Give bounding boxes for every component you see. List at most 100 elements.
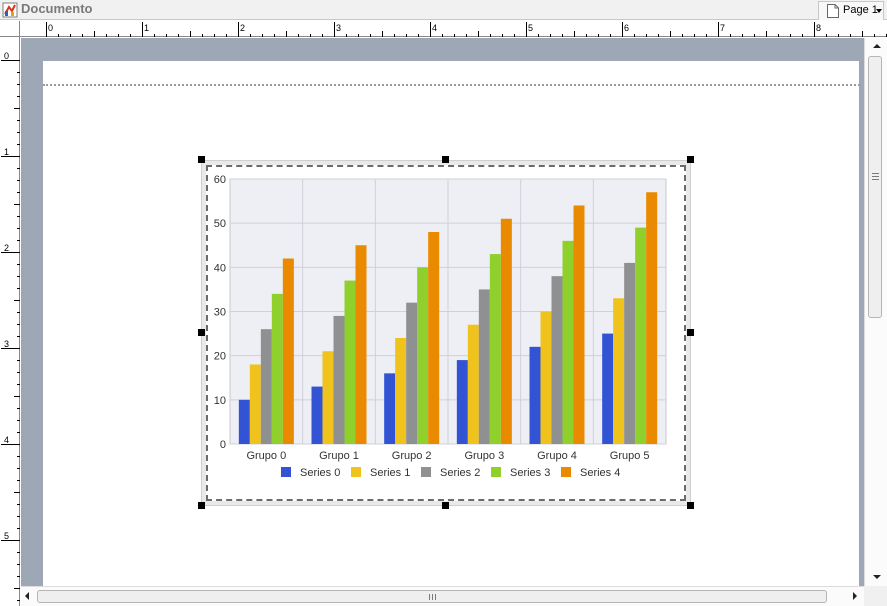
resize-handle-bottom-right[interactable] [687,502,694,509]
report-canvas[interactable]: 0 10 20 30 40 50 60 Grupo 0 Grupo 1 Grupo 2 Grupo … [21,38,864,591]
vertical-ruler: 0 1 2 3 4 5 [0,37,20,606]
legend-label: Series 1 [370,467,410,479]
bar-series-4-grupo-2 [428,232,440,444]
bar-series-3-grupo-2 [417,267,429,444]
bar-series-0-grupo-3 [456,360,468,444]
bar-series-3-grupo-0 [271,293,283,444]
grip-line [872,176,879,177]
report-page[interactable]: 0 10 20 30 40 50 60 Grupo 0 Grupo 1 Grupo 2 Grupo … [43,61,860,591]
ruler-label: 2 [4,243,9,253]
bar-series-1-grupo-3 [467,324,479,444]
ruler-label: 1 [144,23,149,33]
y-tick-label: 50 [214,218,226,230]
legend-label: Series 4 [580,467,620,479]
y-tick-label: 30 [214,307,226,319]
ruler-label: 0 [4,51,9,61]
horizontal-scroll-thumb[interactable] [37,590,827,603]
legend-label: Series 0 [300,467,340,479]
vertical-scrollbar[interactable] [864,38,887,586]
ruler-label: 5 [528,23,533,33]
bar-series-2-grupo-3 [478,289,490,444]
x-tick-label: Grupo 4 [537,450,577,462]
report-designer-icon [2,2,18,18]
bar-series-3-grupo-1 [344,280,356,444]
legend-swatch [561,467,571,477]
bar-series-2-grupo-4 [551,276,563,444]
page-icon [827,4,839,18]
bar-series-0-grupo-0 [238,399,250,444]
legend-swatch [491,467,501,477]
legend-swatch [281,467,291,477]
x-tick-label: Grupo 3 [464,450,504,462]
legend-swatch [351,467,361,477]
ruler-label: 5 [4,531,9,541]
resize-handle-bottom-center[interactable] [442,502,449,509]
resize-handle-top-right[interactable] [687,156,694,163]
bar-chart: 0 10 20 30 40 50 60 Grupo 0 Grupo 1 Grupo 2 Grupo … [214,174,667,479]
window-title: Documento [21,1,93,16]
page-selector-dropdown[interactable]: Page 1 [818,1,884,20]
ruler-label: 4 [4,435,9,445]
y-tick-label: 10 [214,395,226,407]
y-tick-label: 40 [214,262,226,274]
chevron-down-icon[interactable] [876,9,882,13]
bar-series-4-grupo-1 [355,245,367,444]
ruler-label: 1 [4,147,9,157]
bar-series-2-grupo-1 [333,315,345,444]
bar-series-1-grupo-0 [249,364,261,444]
bar-series-4-grupo-0 [282,258,294,444]
grip-line [872,179,879,180]
resize-handle-bottom-left[interactable] [198,502,205,509]
bar-series-1-grupo-5 [613,298,625,444]
page-header-divider [43,84,860,86]
title-bar: Documento Page 1 [0,0,887,20]
resize-handle-top-left[interactable] [198,156,205,163]
legend-label: Series 3 [510,467,550,479]
bar-series-2-grupo-0 [260,329,272,444]
ruler-label: 2 [240,23,245,33]
bar-series-0-grupo-4 [529,346,541,444]
scroll-down-arrow-icon[interactable] [873,575,881,579]
chart-area[interactable]: 0 10 20 30 40 50 60 Grupo 0 Grupo 1 Grupo 2 Grupo … [206,165,686,501]
x-tick-label: Grupo 5 [610,450,650,462]
resize-handle-top-center[interactable] [442,156,449,163]
horizontal-scrollbar[interactable] [21,586,864,606]
horizontal-ruler: 0 1 2 3 4 5 6 7 8 [20,21,887,37]
bar-series-4-grupo-5 [646,192,658,444]
bar-series-3-grupo-4 [562,240,574,444]
bar-series-0-grupo-2 [384,373,396,444]
scroll-up-arrow-icon[interactable] [873,44,881,48]
ruler-label: 8 [816,23,821,33]
bar-series-3-grupo-3 [489,254,501,444]
grip-line [435,594,436,600]
bar-series-3-grupo-5 [635,227,647,444]
x-tick-label: Grupo 2 [392,450,432,462]
page-selector-label: Page 1 [843,4,878,16]
grip-line [432,594,433,600]
resize-handle-middle-left[interactable] [198,329,205,336]
ruler-label: 7 [720,23,725,33]
bar-series-1-grupo-2 [395,338,407,444]
ruler-label: 3 [336,23,341,33]
scroll-left-arrow-icon[interactable] [25,592,29,600]
grip-line [429,594,430,600]
y-tick-label: 60 [214,174,226,186]
legend-swatch [421,467,431,477]
bar-series-4-grupo-3 [500,218,512,444]
ruler-label: 6 [624,23,629,33]
x-tick-label: Grupo 0 [246,450,286,462]
y-tick-label: 0 [220,439,226,451]
ruler-label: 3 [4,339,9,349]
legend-label: Series 2 [440,467,480,479]
ruler-label: 4 [432,23,437,33]
resize-handle-middle-right[interactable] [687,329,694,336]
chart-object[interactable]: 0 10 20 30 40 50 60 Grupo 0 Grupo 1 Grupo 2 Grupo … [201,160,691,506]
bar-series-2-grupo-2 [406,302,418,444]
scroll-right-arrow-icon[interactable] [853,592,857,600]
bar-series-1-grupo-4 [540,311,552,444]
scrollbar-corner [864,586,887,606]
vertical-scroll-thumb[interactable] [868,56,882,318]
ruler-corner [0,21,20,37]
bar-series-1-grupo-1 [322,351,334,444]
ruler-label: 0 [48,23,53,33]
